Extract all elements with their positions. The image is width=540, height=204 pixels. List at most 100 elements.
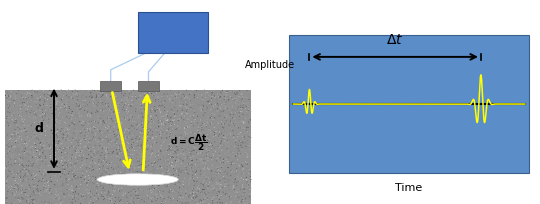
Point [77, 107, 85, 110]
Point [175, 200, 184, 203]
Point [14, 187, 22, 190]
Point [72, 102, 80, 105]
Point [55, 193, 63, 197]
Point [76, 198, 84, 201]
Point [192, 136, 200, 139]
Point [201, 145, 210, 148]
Point [126, 115, 135, 118]
Point [235, 154, 244, 157]
Point [154, 158, 163, 162]
Point [245, 144, 253, 147]
Point [120, 99, 129, 102]
Point [197, 144, 206, 147]
Point [66, 137, 75, 140]
Point [35, 172, 43, 175]
Point [68, 141, 76, 144]
Point [16, 192, 24, 196]
Point [60, 108, 69, 112]
Point [36, 141, 45, 144]
Point [81, 99, 90, 102]
Point [40, 100, 49, 104]
Point [6, 94, 15, 98]
Point [111, 169, 120, 172]
Point [30, 198, 39, 202]
Point [72, 151, 80, 154]
Point [235, 190, 244, 193]
Point [198, 190, 207, 194]
Point [165, 178, 174, 181]
Point [212, 166, 221, 169]
Point [31, 146, 40, 149]
Point [224, 174, 232, 178]
Point [33, 187, 42, 191]
Point [177, 91, 185, 94]
Point [108, 183, 117, 186]
Point [180, 94, 189, 98]
Point [97, 96, 105, 99]
Point [204, 127, 213, 130]
Point [157, 194, 166, 198]
Point [120, 154, 129, 157]
Point [27, 99, 36, 102]
Point [55, 198, 64, 201]
Point [132, 157, 141, 160]
Point [186, 193, 194, 196]
Point [65, 105, 73, 108]
Point [15, 176, 24, 179]
Point [17, 128, 26, 131]
Point [121, 146, 130, 149]
Point [172, 170, 181, 173]
Point [22, 90, 30, 93]
Point [210, 177, 218, 180]
Point [4, 150, 13, 153]
Point [20, 118, 29, 121]
Point [97, 154, 105, 157]
Point [8, 155, 16, 158]
Point [183, 92, 191, 95]
Point [23, 91, 32, 94]
Point [82, 182, 91, 185]
Point [94, 193, 103, 196]
Point [138, 147, 146, 151]
Point [50, 126, 58, 130]
Point [10, 179, 19, 182]
Point [1, 171, 10, 174]
Point [31, 139, 39, 142]
Point [167, 123, 176, 126]
Point [157, 123, 166, 126]
Point [181, 201, 190, 204]
Point [158, 183, 167, 186]
Point [155, 184, 164, 187]
Point [70, 187, 78, 191]
Point [193, 191, 201, 194]
Point [127, 138, 136, 141]
Point [163, 119, 171, 122]
Point [107, 110, 116, 113]
Point [238, 126, 246, 130]
Point [83, 110, 92, 114]
Point [194, 107, 203, 111]
Point [164, 118, 172, 121]
Point [78, 123, 87, 126]
Point [234, 199, 242, 202]
Point [77, 139, 85, 142]
Point [86, 194, 95, 197]
Point [60, 179, 69, 183]
Point [130, 180, 138, 183]
Point [43, 142, 52, 145]
Point [69, 92, 77, 96]
Point [42, 141, 51, 144]
Point [54, 100, 63, 103]
Point [148, 126, 157, 129]
Point [39, 103, 48, 106]
Point [183, 110, 191, 113]
Point [34, 174, 43, 177]
Point [71, 117, 80, 120]
Point [55, 91, 63, 95]
Point [193, 138, 201, 142]
Point [51, 156, 60, 159]
Point [124, 156, 133, 160]
Point [107, 150, 116, 153]
Point [55, 157, 63, 160]
Point [188, 116, 197, 119]
